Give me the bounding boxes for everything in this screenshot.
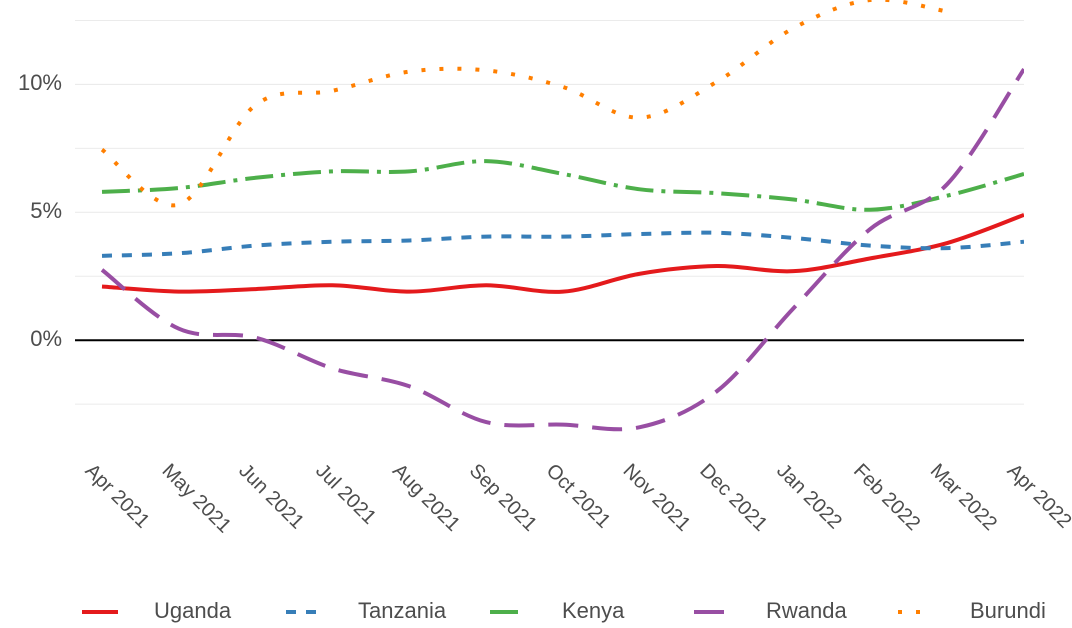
- x-tick-label: Jul 2021: [311, 460, 380, 529]
- grid: [75, 19, 1024, 405]
- legend-label: Kenya: [562, 598, 625, 623]
- x-tick-label: May 2021: [158, 460, 236, 538]
- series-line: [100, 67, 1024, 432]
- x-tick-label: Mar 2022: [926, 460, 1001, 535]
- x-tick-label: Feb 2022: [849, 460, 924, 535]
- series-line: [101, 159, 1024, 212]
- x-tick-label: Apr 2021: [81, 460, 154, 533]
- x-tick-label: Apr 2022: [1003, 460, 1072, 533]
- legend-label: Rwanda: [766, 598, 847, 623]
- x-tick-label: Sep 2021: [465, 460, 541, 536]
- x-tick-label: Oct 2021: [542, 460, 615, 533]
- plot-area: [100, 0, 1024, 432]
- y-tick-label: 10%: [18, 70, 62, 95]
- x-tick-label: Aug 2021: [388, 460, 464, 536]
- x-tick-label: Jan 2022: [772, 460, 846, 534]
- y-tick-label: 5%: [30, 198, 62, 223]
- series-line: [101, 230, 1024, 258]
- legend-label: Tanzania: [358, 598, 447, 623]
- x-tick-label: Dec 2021: [695, 460, 771, 536]
- axes: 0%5%10%Apr 2021 May 2021 Jun 2021 Jul 2021 A…: [18, 70, 1072, 537]
- y-tick-label: 0%: [30, 326, 62, 351]
- x-tick-label: Jun 2021: [234, 460, 308, 534]
- series-line: [100, 0, 948, 208]
- legend-label: Burundi: [970, 598, 1046, 623]
- x-tick-label: Nov 2021: [619, 460, 695, 536]
- legend-label: Uganda: [154, 598, 232, 623]
- series-line: [101, 213, 1024, 294]
- legend: Uganda Tanzania Kenya Rwanda Burundi: [82, 598, 1046, 623]
